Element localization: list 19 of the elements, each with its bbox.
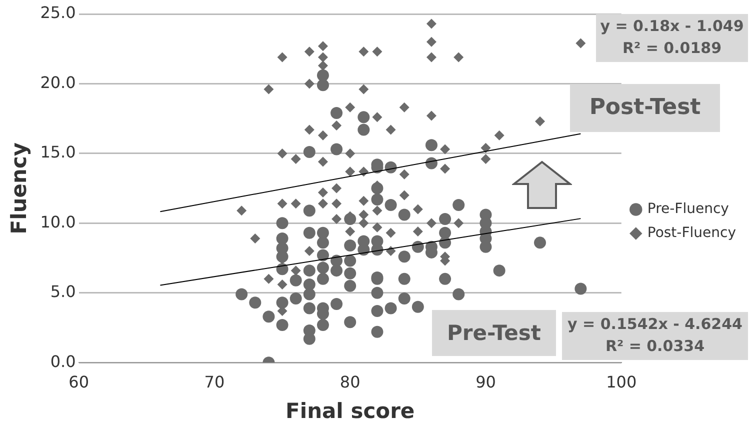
y-tick-label: 25.0 <box>40 3 76 22</box>
x-tick-label: 60 <box>68 372 90 392</box>
annotation: Pre-Test <box>432 310 556 356</box>
y-tick-label: 10.0 <box>40 212 76 232</box>
y-axis-title: Fluency <box>7 142 32 234</box>
x-tick-label: 100 <box>606 372 637 392</box>
x-tick-label: 80 <box>340 372 360 392</box>
annotation: Post-Test <box>570 84 720 132</box>
y-tick-label: 0.0 <box>50 352 76 371</box>
y-tick-label: 5.0 <box>50 282 76 302</box>
annotation: y = 0.18x - 1.049 R² = 0.0189 <box>596 14 748 62</box>
legend-label: Pre-Fluency <box>647 201 729 218</box>
x-tick-label: 70 <box>204 372 225 392</box>
legend-label: Post-Fluency <box>647 225 736 242</box>
annotation: y = 0.1542x - 4.6244 R² = 0.0334 <box>562 312 748 360</box>
y-tick-label: 15.0 <box>40 142 76 162</box>
y-tick-label: 20.0 <box>40 72 76 92</box>
x-tick-label: 90 <box>476 372 496 392</box>
x-axis-title: Final score <box>286 398 415 423</box>
